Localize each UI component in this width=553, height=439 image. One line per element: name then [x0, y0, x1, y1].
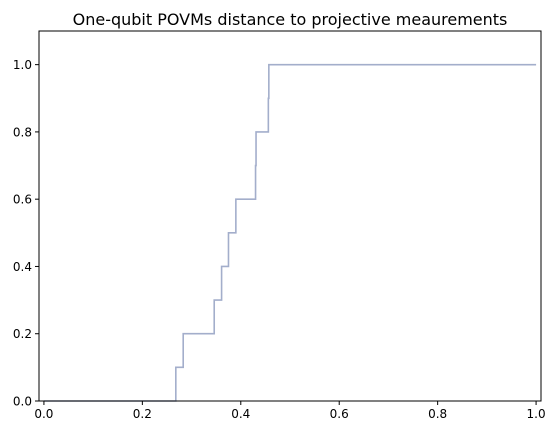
- x-tick-label: 0.0: [34, 407, 53, 421]
- x-tick-label: 0.8: [428, 407, 447, 421]
- chart-title: One-qubit POVMs distance to projective m…: [73, 10, 508, 29]
- x-tick-label: 0.2: [133, 407, 152, 421]
- y-tick-label: 0.2: [13, 327, 32, 341]
- x-tick-label: 1.0: [527, 407, 546, 421]
- x-tick-label: 0.6: [330, 407, 349, 421]
- y-tick-label: 0.0: [13, 395, 32, 409]
- axes: 0.0 0.2 0.4 0.6 0.8 1.0 0.0 0.2 0.4 0.6 0.8 1.0: [13, 30, 546, 421]
- x-tick-label: 0.4: [231, 407, 250, 421]
- y-tick-label: 0.4: [13, 260, 32, 274]
- plot-area: [43, 63, 537, 402]
- plot-frame: [38, 30, 542, 402]
- y-tick-label: 0.8: [13, 125, 32, 139]
- y-tick-label: 0.6: [13, 193, 32, 207]
- y-tick-label: 1.0: [13, 58, 32, 72]
- series-line-0: [43, 63, 537, 402]
